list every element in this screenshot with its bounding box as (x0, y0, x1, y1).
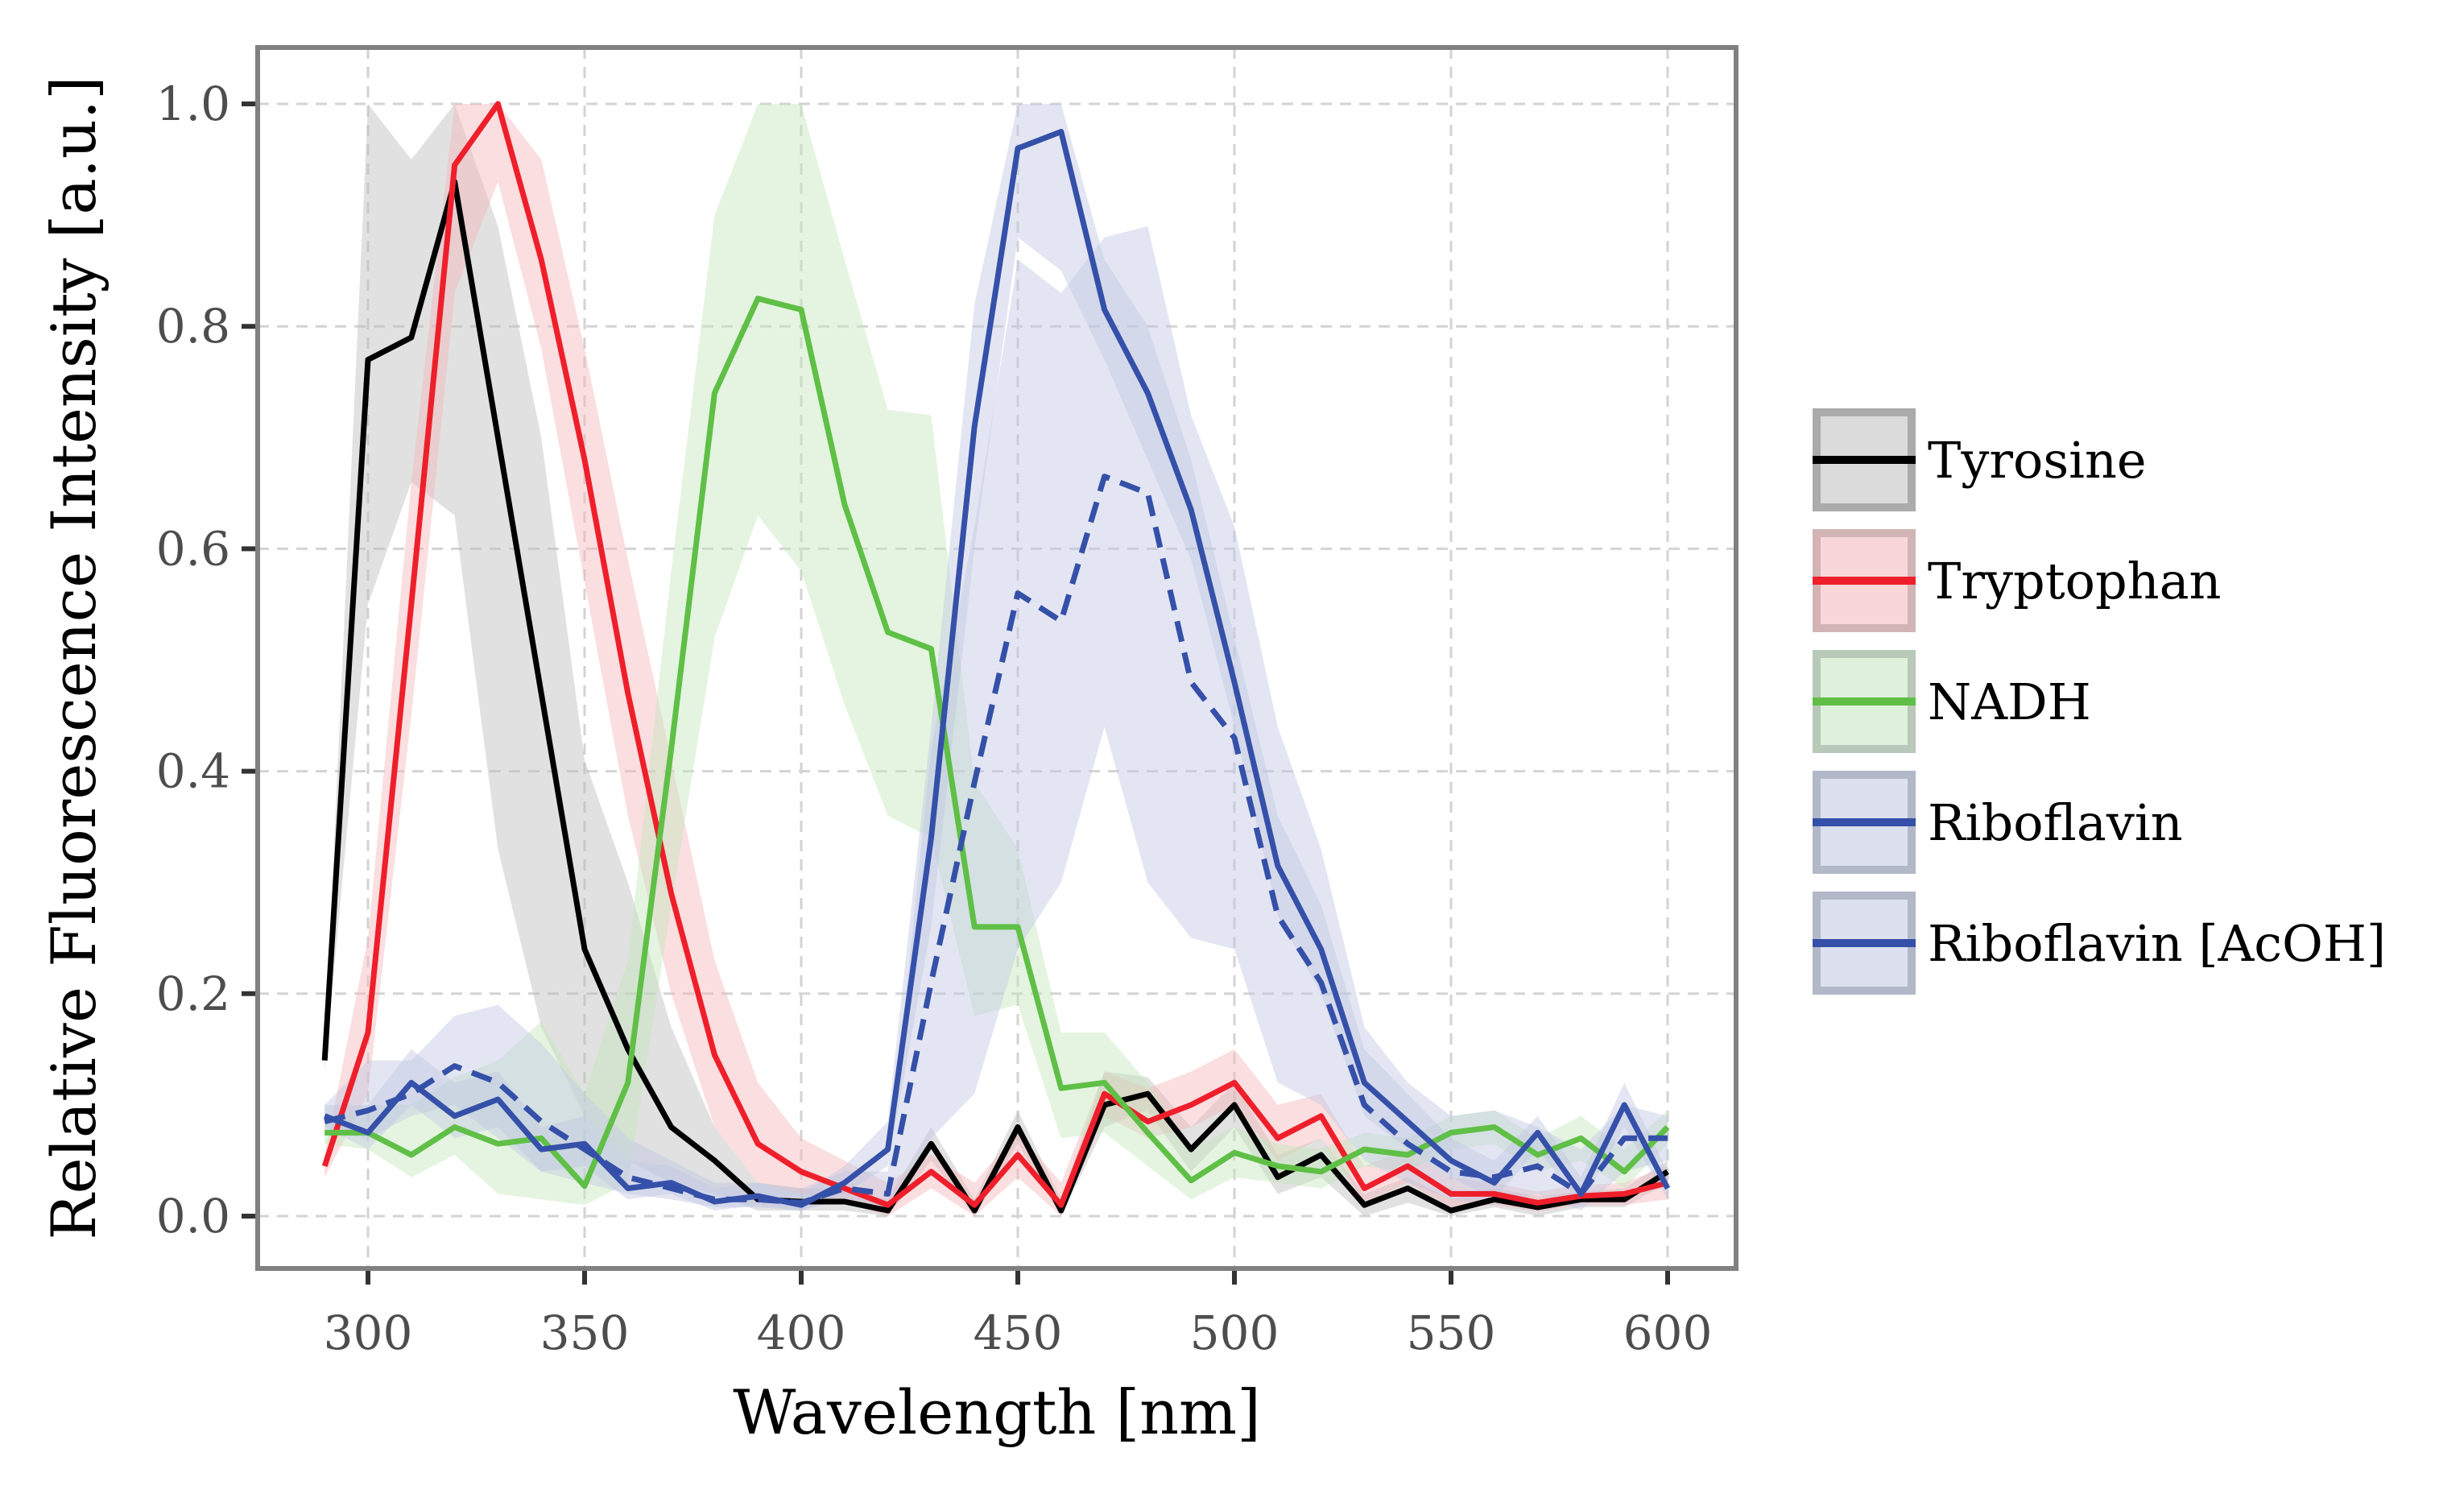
legend: Tyrosine Tryptophan NADH Riboflavin Riboflav… (1813, 408, 2386, 995)
y-tick-label: 0.0 (156, 1189, 230, 1244)
band-nadh (325, 104, 1668, 1206)
x-axis-title: Wavelength [nm] (733, 1376, 1261, 1448)
x-tick-label: 350 (540, 1306, 630, 1360)
band-riboflavin-acoh (325, 226, 1668, 1211)
x-axis: 300 350 400 450 500 550 600 (324, 1271, 1713, 1360)
legend-item: Tyrosine (1813, 408, 2147, 511)
x-tick-label: 600 (1623, 1306, 1713, 1360)
legend-label: Tryptophan (1928, 552, 2221, 610)
grid (258, 48, 1736, 1268)
legend-item: Tryptophan (1813, 529, 2221, 632)
y-tick-label: 0.8 (156, 299, 230, 354)
legend-item: NADH (1813, 650, 2091, 753)
x-tick-label: 500 (1190, 1306, 1280, 1360)
legend-label: Riboflavin (1928, 793, 2183, 852)
y-tick-label: 0.6 (156, 521, 230, 576)
legend-label: NADH (1928, 672, 2091, 731)
band-riboflavin (325, 104, 1668, 1211)
x-tick-label: 400 (757, 1306, 846, 1360)
series-lines (321, 101, 1671, 1214)
x-tick-label: 450 (974, 1306, 1063, 1360)
legend-item: Riboflavin (1813, 771, 2183, 874)
plot-frame (255, 45, 1738, 1271)
y-axis-title: Relative Fluorescence Intensity [a.u.] (38, 76, 110, 1239)
y-tick-label: 0.2 (156, 966, 230, 1021)
band-tryptophan (325, 104, 1668, 1216)
x-tick-label: 300 (324, 1306, 413, 1360)
line-riboflavin (323, 129, 1671, 1208)
legend-label: Tyrosine (1928, 431, 2147, 490)
line-tryptophan (321, 101, 1668, 1208)
y-tick-label: 1.0 (156, 77, 230, 131)
legend-item: Riboflavin [AcOH] (1813, 892, 2386, 995)
line-riboflavin-acoh (324, 474, 1668, 1206)
y-tick-label: 0.4 (156, 744, 230, 799)
line-tyrosine (321, 179, 1669, 1214)
y-axis: 0.0 0.2 0.4 0.6 0.8 1.0 (156, 77, 255, 1244)
legend-label: Riboflavin [AcOH] (1928, 914, 2386, 973)
x-tick-label: 550 (1407, 1306, 1496, 1360)
